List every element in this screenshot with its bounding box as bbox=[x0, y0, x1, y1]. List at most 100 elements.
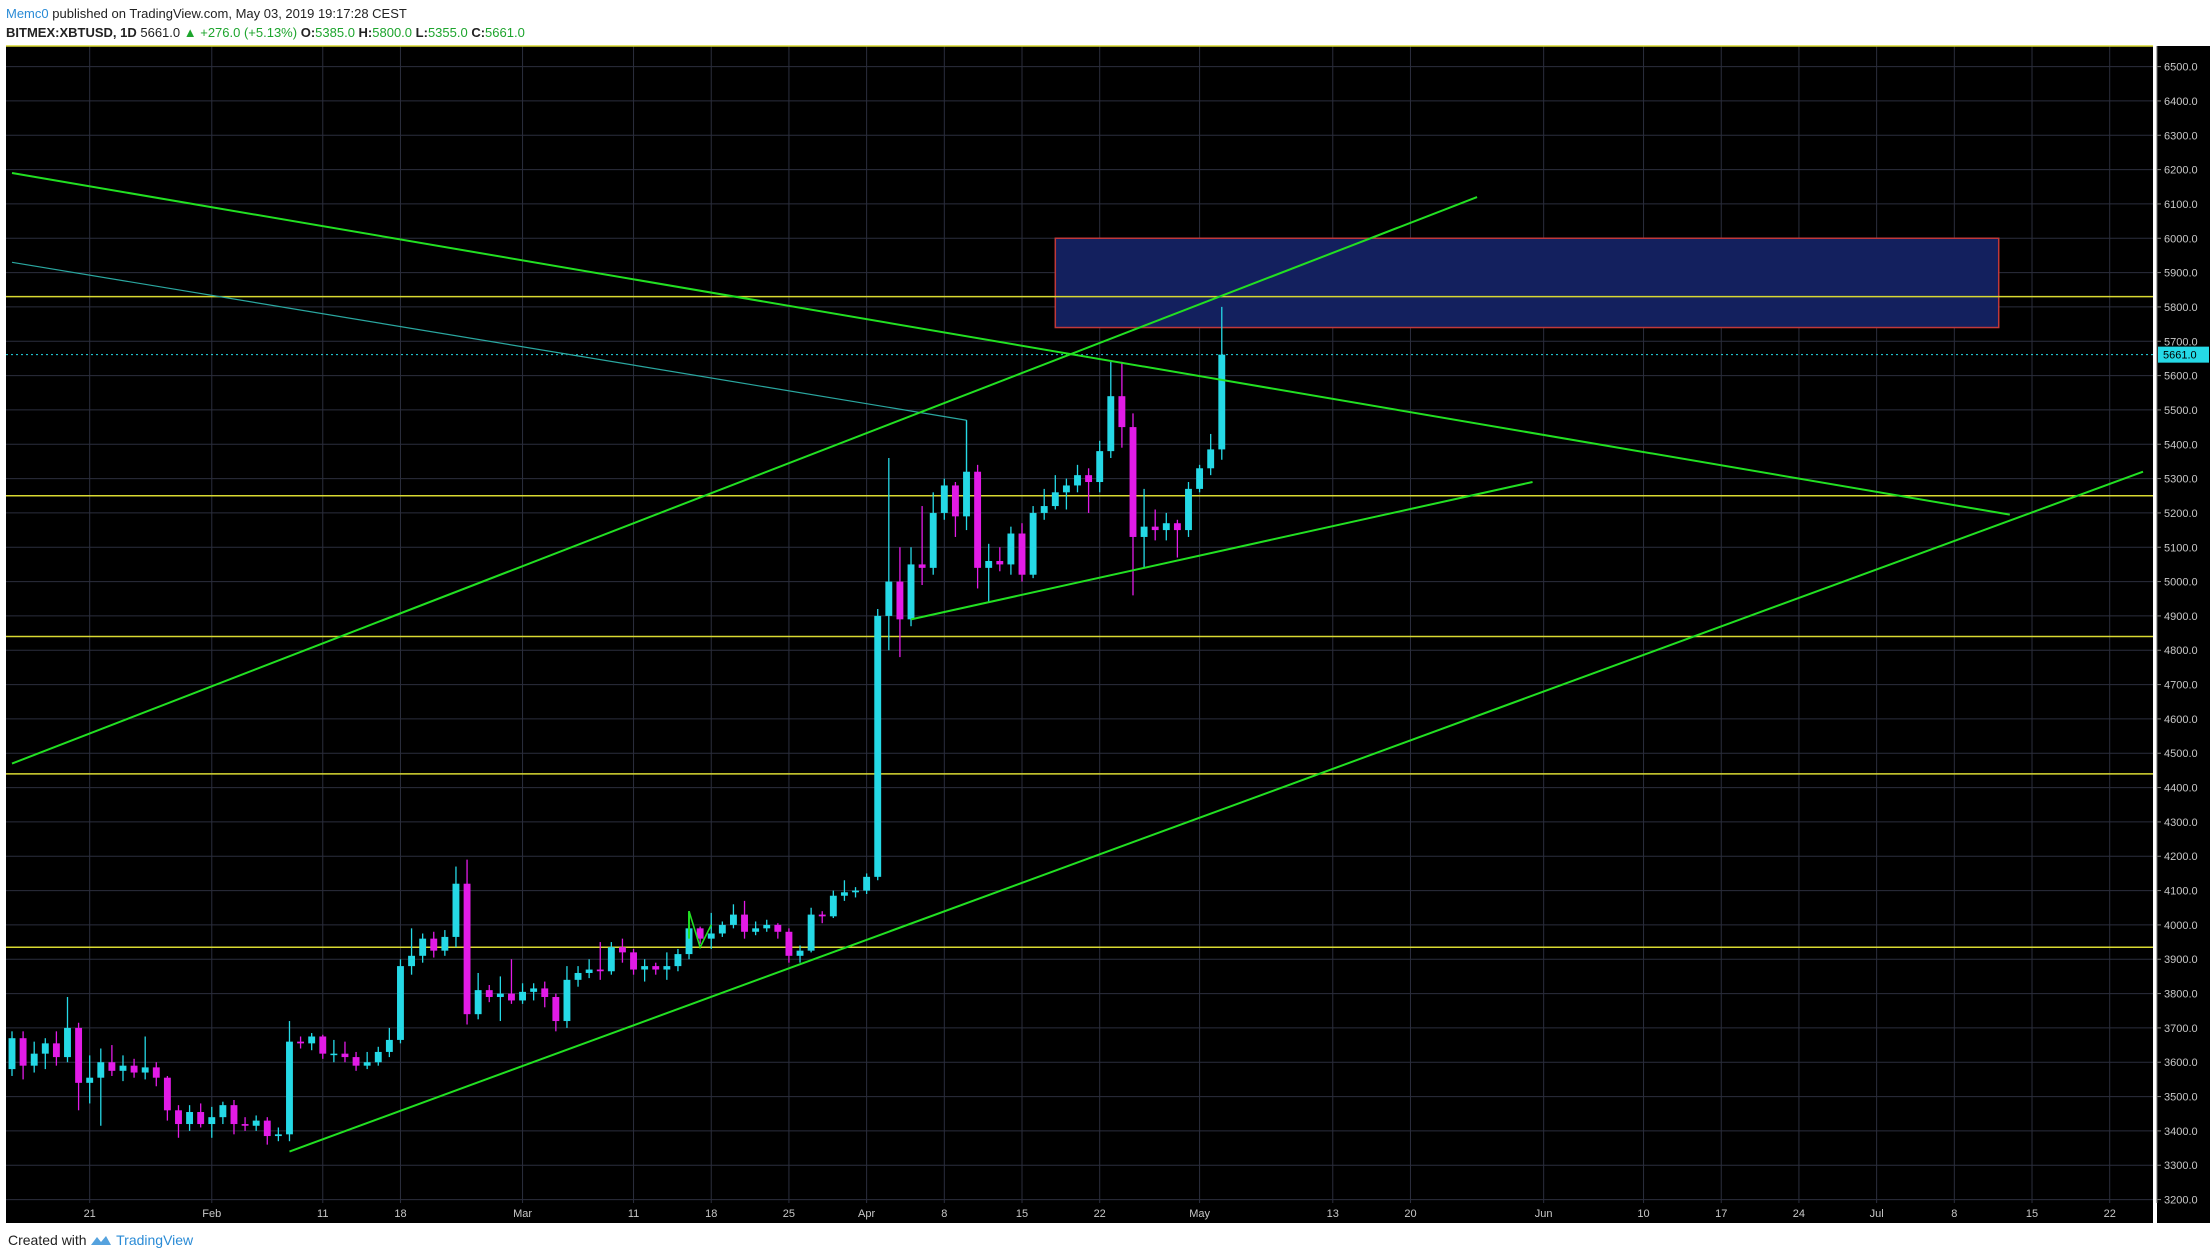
candle bbox=[1096, 440, 1104, 493]
x-tick-label: 22 bbox=[2104, 1208, 2116, 1220]
candle bbox=[352, 1051, 360, 1071]
candle bbox=[419, 933, 427, 963]
candle bbox=[152, 1062, 160, 1087]
candle-body bbox=[519, 991, 526, 1001]
candle bbox=[508, 959, 515, 1004]
candle bbox=[1140, 488, 1148, 568]
candle bbox=[297, 1036, 305, 1049]
price-change: ▲ +276.0 (+5.13%) bbox=[183, 25, 298, 40]
candle bbox=[774, 923, 782, 939]
candle-body bbox=[530, 988, 538, 992]
candle-body bbox=[818, 914, 826, 917]
candle-body bbox=[574, 972, 582, 980]
pattern-mark bbox=[688, 910, 712, 950]
candle bbox=[186, 1105, 194, 1131]
candle bbox=[718, 921, 726, 937]
candle-body bbox=[374, 1051, 382, 1063]
candle-body bbox=[807, 914, 815, 951]
candle bbox=[30, 1041, 38, 1073]
candle bbox=[619, 938, 626, 963]
price-tag-label: 5661.0 bbox=[2163, 350, 2197, 362]
candle-body bbox=[1062, 485, 1070, 493]
y-tick-label: 3500.0 bbox=[2164, 1092, 2198, 1104]
candle bbox=[485, 984, 493, 1003]
symbol-label: BITMEX:XBTUSD, 1D bbox=[6, 25, 137, 40]
candle bbox=[585, 959, 593, 979]
candle bbox=[530, 983, 538, 1001]
candle bbox=[19, 1031, 27, 1080]
candle-body bbox=[552, 997, 560, 1022]
tradingview-brand[interactable]: TradingView bbox=[116, 1232, 194, 1248]
candle-body bbox=[419, 938, 427, 956]
candle-body bbox=[197, 1112, 205, 1125]
candle bbox=[641, 959, 649, 982]
candle bbox=[896, 547, 904, 658]
candle bbox=[974, 464, 982, 589]
y-tick-label: 4300.0 bbox=[2164, 817, 2198, 829]
candle bbox=[552, 993, 560, 1032]
candle bbox=[1196, 464, 1204, 493]
candle-body bbox=[663, 966, 671, 970]
candle bbox=[496, 976, 504, 1022]
candle-body bbox=[496, 993, 504, 998]
candle bbox=[1129, 413, 1137, 596]
y-tick-label: 4200.0 bbox=[2164, 851, 2198, 863]
candle-body bbox=[463, 883, 471, 1015]
y-tick-label: 3200.0 bbox=[2164, 1195, 2198, 1207]
candle bbox=[1185, 482, 1192, 537]
footer: Created with TradingView bbox=[8, 1232, 193, 1248]
candle-body bbox=[30, 1053, 38, 1066]
candle-body bbox=[274, 1134, 282, 1137]
y-tick-label: 6200.0 bbox=[2164, 165, 2198, 177]
candle bbox=[1029, 506, 1037, 579]
candle-body bbox=[286, 1041, 293, 1135]
candle-body bbox=[1118, 396, 1126, 428]
y-tick-label: 5400.0 bbox=[2164, 439, 2198, 451]
candle-body bbox=[707, 933, 715, 939]
candle-body bbox=[508, 993, 515, 1001]
candle bbox=[652, 962, 660, 975]
candle-body bbox=[1151, 526, 1159, 531]
candle-body bbox=[452, 883, 460, 937]
candle bbox=[951, 482, 959, 537]
last-price: 5661.0 bbox=[140, 25, 181, 40]
author-link[interactable]: Memc0 bbox=[6, 6, 49, 21]
candle bbox=[596, 942, 604, 980]
candle-body bbox=[1085, 475, 1093, 483]
candle-body bbox=[896, 581, 904, 620]
candle bbox=[1218, 306, 1226, 460]
candle-body bbox=[1185, 488, 1192, 531]
candle bbox=[863, 873, 871, 895]
candle-body bbox=[408, 955, 416, 967]
candle-body bbox=[363, 1062, 371, 1066]
y-tick-label: 4800.0 bbox=[2164, 645, 2198, 657]
candle bbox=[252, 1115, 260, 1131]
candle-body bbox=[563, 979, 571, 1022]
candle bbox=[1062, 478, 1070, 510]
close-value: 5661.0 bbox=[485, 25, 525, 40]
x-tick-label: 18 bbox=[705, 1208, 717, 1220]
candle bbox=[341, 1041, 349, 1063]
y-tick-label: 4700.0 bbox=[2164, 680, 2198, 692]
candle-body bbox=[607, 947, 615, 972]
low-value: 5355.0 bbox=[427, 25, 468, 40]
candle-body bbox=[885, 581, 893, 616]
candle-body bbox=[1173, 523, 1181, 531]
y-tick-label: 4000.0 bbox=[2164, 920, 2198, 932]
x-tick-label: 22 bbox=[1094, 1208, 1106, 1220]
x-tick-label: 11 bbox=[628, 1208, 639, 1220]
x-tick-label: 25 bbox=[783, 1208, 795, 1220]
y-tick-label: 6000.0 bbox=[2164, 233, 2198, 245]
candle-body bbox=[1029, 512, 1037, 575]
candle bbox=[208, 1106, 216, 1138]
candle-body bbox=[175, 1110, 182, 1125]
trend-line bbox=[289, 470, 2144, 1153]
candle-body bbox=[1129, 427, 1137, 537]
candle bbox=[330, 1039, 338, 1063]
candle-body bbox=[752, 928, 760, 932]
candle bbox=[818, 911, 826, 924]
candle-body bbox=[141, 1067, 149, 1073]
candle-body bbox=[729, 914, 737, 925]
candle-body bbox=[152, 1067, 160, 1078]
